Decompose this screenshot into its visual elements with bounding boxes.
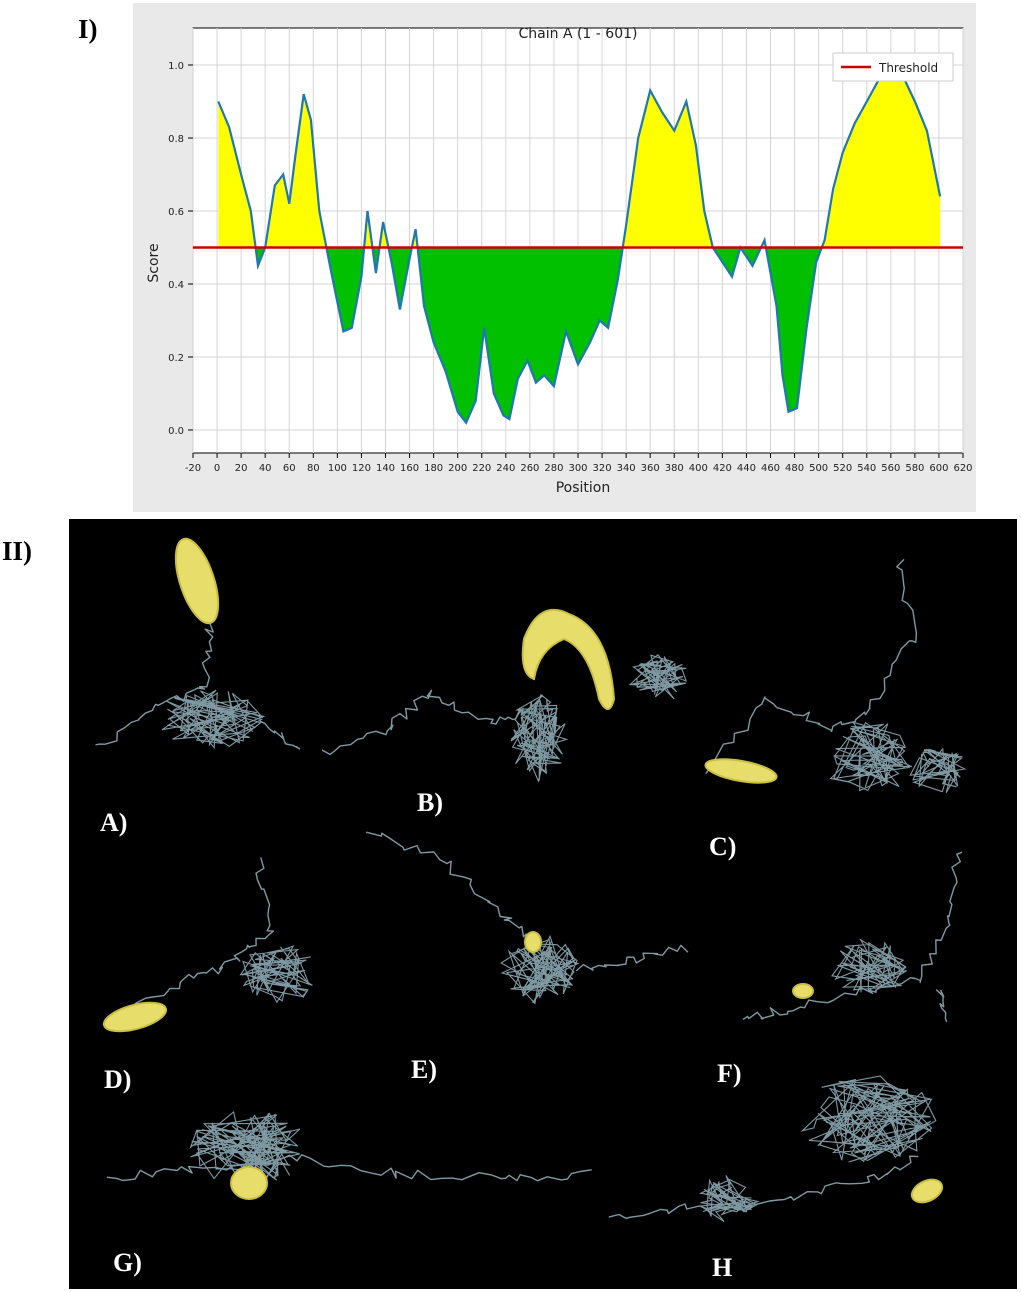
structure-g-epitope (230, 1166, 268, 1200)
structure-c-chain (705, 558, 918, 775)
x-tick-label: 540 (857, 463, 876, 474)
x-tick-label: 40 (259, 463, 272, 474)
structure-label-d: D) (104, 1065, 131, 1094)
x-tick-label: 460 (761, 463, 780, 474)
x-tick-label: 620 (953, 463, 972, 474)
structure-label-b: B) (417, 788, 443, 817)
structure-b-chain (321, 689, 534, 756)
y-tick-label: 0.0 (168, 426, 184, 437)
y-axis-label: Score (146, 243, 162, 282)
structure-a-epitope (174, 537, 220, 625)
x-tick-label: 160 (400, 463, 419, 474)
x-ticks: -20 0 20 40 60 80 100 120 140 160 180 200 220 240 260 2… (185, 453, 973, 474)
panel-label-i: I) (78, 14, 98, 44)
structure-label-f: F) (717, 1059, 742, 1088)
area-below-threshold (388, 247, 412, 310)
x-tick-label: 500 (809, 463, 828, 474)
y-tick-label: 0.4 (168, 280, 184, 291)
structure-label-e: E) (411, 1055, 437, 1084)
area-above-threshold (218, 101, 256, 248)
x-tick-label: 580 (905, 463, 924, 474)
y-tick-label: 0.6 (168, 207, 184, 218)
score-chart: -20 0 20 40 60 80 100 120 140 160 180 200 220 240 260 2… (133, 3, 976, 512)
x-tick-label: 400 (689, 463, 708, 474)
x-tick-label: 140 (376, 463, 395, 474)
x-tick-label: 600 (929, 463, 948, 474)
structure-h-epitope (910, 1178, 944, 1204)
x-tick-label: 220 (472, 463, 491, 474)
structure-b-epitope (521, 609, 616, 710)
area-below-threshold (740, 247, 761, 266)
x-tick-label: 340 (617, 463, 636, 474)
structure-f-chain (742, 851, 963, 1020)
structure-b-core (510, 693, 569, 783)
chart-title: Chain A (1 - 601) (519, 26, 638, 42)
structure-f-epitope (792, 983, 814, 999)
structure-h-core (800, 1075, 937, 1163)
structure-c-loop (909, 747, 967, 793)
x-tick-label: 60 (283, 463, 296, 474)
x-tick-label: 80 (307, 463, 320, 474)
structure-f-core (831, 938, 907, 993)
x-tick-label: 360 (641, 463, 660, 474)
x-tick-label: 200 (448, 463, 467, 474)
panel-label-ii: II) (2, 536, 33, 566)
protein-structures-panel: A) B) C) D) E) F) G) H (69, 519, 1017, 1289)
area-below-threshold (417, 247, 623, 423)
x-tick-label: 240 (496, 463, 515, 474)
structure-d-chain (131, 857, 275, 1010)
x-tick-label: 420 (713, 463, 732, 474)
x-tick-label: 440 (737, 463, 756, 474)
structure-d-core (239, 945, 313, 1004)
legend: Threshold (832, 52, 954, 82)
x-tick-label: 260 (520, 463, 539, 474)
structure-d-epitope (102, 1001, 168, 1033)
x-tick-label: 0 (214, 463, 220, 474)
area-below-threshold (765, 247, 822, 412)
x-tick-label: 520 (833, 463, 852, 474)
structure-a-tail (259, 720, 301, 750)
legend-threshold-label: Threshold (878, 61, 938, 75)
structure-a-core (161, 689, 266, 750)
y-tick-label: 0.2 (168, 353, 184, 364)
x-tick-label: 100 (328, 463, 347, 474)
y-tick-label: 0.8 (168, 134, 184, 145)
structure-renderings (95, 537, 967, 1222)
structure-label-h: H (712, 1253, 732, 1282)
structure-e-chain (365, 831, 541, 963)
structure-e-core (500, 934, 580, 1005)
x-tick-label: 560 (881, 463, 900, 474)
x-tick-label: 20 (235, 463, 248, 474)
structure-g-chain (106, 1154, 592, 1182)
structure-label-g: G) (113, 1248, 142, 1277)
structure-label-c: C) (709, 832, 736, 861)
y-ticks: 0.0 0.2 0.4 0.6 0.8 1.0 (168, 61, 193, 437)
structure-h-loop (698, 1175, 760, 1222)
y-tick-label: 1.0 (168, 61, 184, 72)
structure-c-core (829, 721, 913, 792)
x-axis-label: Position (556, 480, 611, 496)
x-tick-label: 480 (785, 463, 804, 474)
structure-g-core (189, 1111, 301, 1185)
area-above-threshold (622, 90, 713, 248)
structure-b-loop (628, 654, 688, 700)
x-tick-label: 180 (424, 463, 443, 474)
x-tick-label: 120 (352, 463, 371, 474)
x-tick-label: 380 (665, 463, 684, 474)
structure-c-epitope (704, 758, 778, 784)
x-tick-label: -20 (185, 463, 201, 474)
structure-e-epitope (524, 931, 542, 953)
area-above-threshold (821, 68, 941, 248)
x-tick-label: 300 (568, 463, 587, 474)
x-tick-label: 320 (593, 463, 612, 474)
structure-h-chain (608, 1155, 919, 1220)
structure-e-tail (575, 944, 689, 972)
structure-label-a: A) (100, 808, 127, 837)
x-tick-label: 280 (544, 463, 563, 474)
score-line (217, 67, 942, 425)
structure-f-tail (935, 989, 948, 1023)
